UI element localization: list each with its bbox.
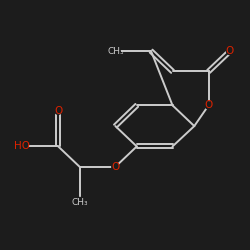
Circle shape [55, 107, 62, 114]
Circle shape [226, 48, 234, 55]
Circle shape [205, 102, 212, 109]
Text: HO: HO [14, 142, 30, 152]
Text: CH₃: CH₃ [71, 198, 88, 207]
Circle shape [112, 163, 119, 170]
Text: CH₃: CH₃ [107, 46, 124, 56]
Circle shape [75, 198, 85, 207]
Text: O: O [111, 162, 120, 172]
Text: O: O [226, 46, 234, 56]
Circle shape [110, 46, 120, 56]
Text: O: O [204, 100, 213, 110]
Text: O: O [54, 106, 62, 116]
Circle shape [17, 141, 28, 152]
